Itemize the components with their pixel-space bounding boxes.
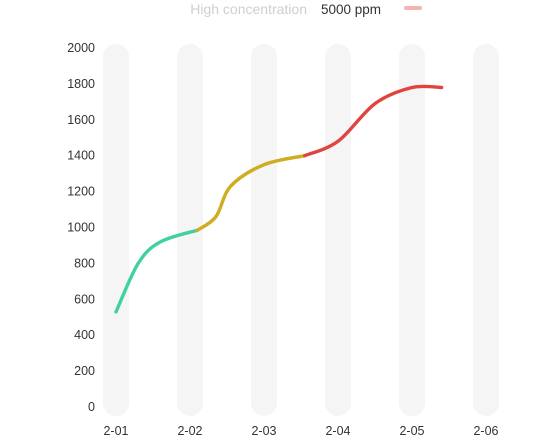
column-band: [251, 44, 277, 416]
y-tick-label: 1000: [67, 221, 95, 235]
x-tick-label: 2-03: [251, 424, 276, 438]
legend: High concentration 5000 ppm: [190, 1, 422, 17]
y-tick-label: 2000: [67, 41, 95, 55]
series-line-3[interactable]: [303, 84, 444, 158]
x-tick-label: 2-06: [473, 424, 498, 438]
x-tick-label: 2-01: [103, 424, 128, 438]
legend-value: 5000 ppm: [321, 2, 381, 17]
y-axis-tick-labels: 0 200 400 600 800 1000 1200 1400 1600 1800 2000: [67, 41, 95, 414]
y-tick-label: 1200: [67, 185, 95, 199]
column-band: [399, 44, 425, 416]
x-axis-tick-labels: 2-01 2-02 2-03 2-04 2-05 2-06: [103, 424, 498, 438]
y-tick-label: 1400: [67, 149, 95, 163]
y-tick-label: 0: [88, 400, 95, 414]
column-band: [103, 44, 129, 416]
column-band: [325, 44, 351, 416]
legend-label[interactable]: High concentration: [190, 1, 307, 17]
y-tick-label: 200: [74, 364, 95, 378]
y-tick-label: 400: [74, 328, 95, 342]
y-tick-label: 600: [74, 292, 95, 306]
column-bands: [103, 44, 499, 416]
series-lines: [114, 84, 444, 314]
x-tick-label: 2-02: [177, 424, 202, 438]
y-tick-label: 1800: [67, 77, 95, 91]
y-tick-label: 800: [74, 256, 95, 270]
legend-swatch[interactable]: [404, 6, 422, 10]
series-line-1[interactable]: [114, 228, 200, 314]
x-tick-label: 2-04: [325, 424, 350, 438]
column-band: [177, 44, 203, 416]
x-tick-label: 2-05: [399, 424, 424, 438]
column-band: [473, 44, 499, 416]
y-tick-label: 1600: [67, 113, 95, 127]
series-line-2[interactable]: [195, 154, 307, 232]
